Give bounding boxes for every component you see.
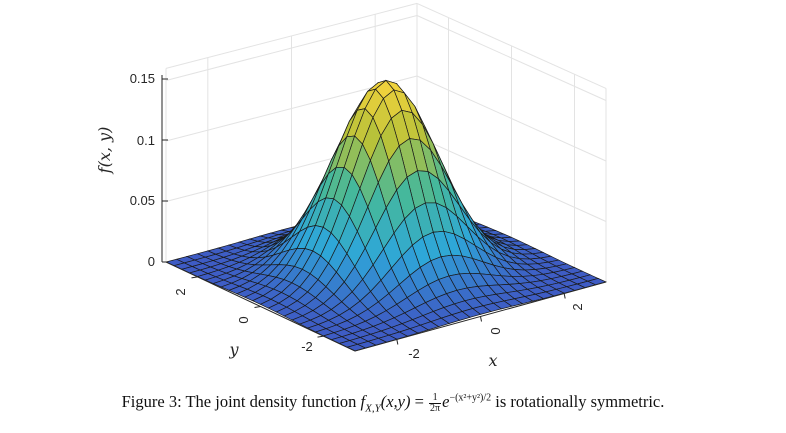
z-tick-0-1: 0.1 bbox=[137, 133, 155, 148]
caption-func-name: f bbox=[360, 392, 366, 411]
figure-caption: Figure 3: The joint density function fX,… bbox=[0, 392, 786, 414]
z-axis-label: f(x, y) bbox=[95, 127, 114, 175]
caption-frac-num: 1 bbox=[429, 392, 442, 404]
caption-frac-den: 2π bbox=[430, 402, 441, 414]
z-tick-0-15: 0.15 bbox=[130, 71, 155, 86]
caption-equals: = bbox=[414, 392, 424, 411]
caption-func-args: (x,y) bbox=[380, 392, 411, 411]
caption-exp-base: e bbox=[442, 392, 450, 411]
x-axis-tick bbox=[563, 293, 566, 299]
caption-fraction: 1 2π bbox=[429, 392, 442, 414]
y-axis-tick bbox=[254, 306, 261, 308]
y-tick-2: 2 bbox=[173, 288, 188, 295]
x-tick-0: 0 bbox=[488, 327, 503, 334]
axes-box bbox=[165, 2, 607, 282]
z-tick-0: 0 bbox=[148, 254, 155, 269]
y-tick-neg2: -2 bbox=[301, 339, 313, 354]
gaussian-surface bbox=[164, 79, 608, 352]
y-axis-tick bbox=[191, 276, 198, 279]
z-tick-0-05: 0.05 bbox=[130, 193, 155, 208]
x-axis-label: x bbox=[488, 351, 497, 370]
y-axis-label: y bbox=[228, 340, 239, 359]
x-axis-tick bbox=[396, 339, 399, 345]
y-axis-tick bbox=[317, 335, 324, 338]
caption-exponent: −(x²+y²)/2 bbox=[449, 392, 492, 404]
y-tick-0: 0 bbox=[236, 316, 251, 323]
axis-lines bbox=[161, 75, 607, 352]
caption-suffix: is rotationally symmetric. bbox=[495, 392, 665, 411]
caption-prefix: Figure 3: The joint density function bbox=[121, 392, 357, 411]
caption-func-sub: X,Y bbox=[365, 402, 381, 415]
surface-plot: 0.15 0.1 0.05 0 f(x, y) 2 0 -2 y -2 0 2 … bbox=[95, 2, 608, 370]
x-tick-neg2: -2 bbox=[408, 346, 420, 361]
x-axis-tick bbox=[480, 316, 482, 322]
x-tick-2: 2 bbox=[570, 303, 585, 310]
